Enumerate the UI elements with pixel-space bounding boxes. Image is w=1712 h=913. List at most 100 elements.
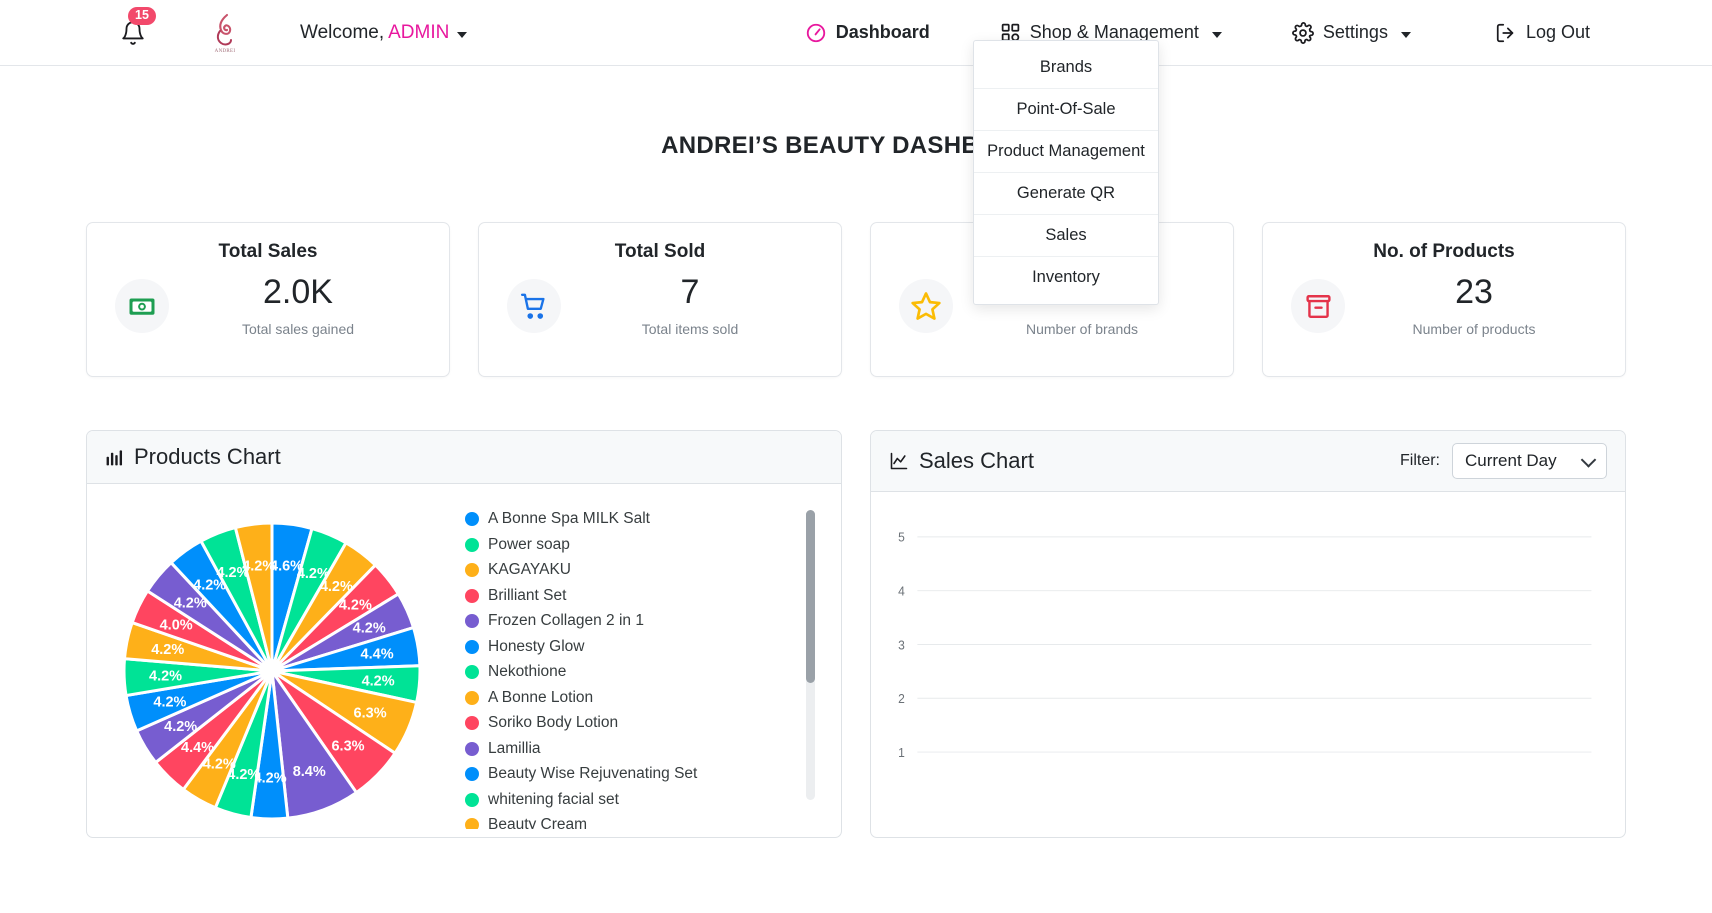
welcome-user-menu[interactable]: Welcome, ADMIN [300, 21, 468, 44]
line-chart-icon [889, 451, 909, 471]
pie-chart-svg: 4.6%4.2%4.2%4.2%4.2%4.4%4.2%6.3%6.3%8.4%… [122, 521, 422, 821]
sales-chart-body: 5 4 3 2 1 [871, 492, 1625, 837]
pie-slice[interactable] [233, 521, 274, 672]
pie-slice-label: 4.2% [149, 668, 182, 684]
money-bill-icon [115, 279, 169, 333]
legend-color-dot [465, 512, 479, 526]
legend-item-label: A Bonne Spa MILK Salt [488, 510, 650, 527]
pie-legend-item[interactable]: KAGAYAKU [465, 561, 841, 579]
charts-row: Products Chart 4.6% 4.2% 4.2% 4.2% 4.2% 4.4% 4… [86, 430, 1626, 838]
products-chart-title: Products Chart [134, 444, 281, 469]
navbar-left-group: 15 ANDREI Welcome, ADMIN [28, 6, 468, 56]
legend-color-dot [465, 690, 479, 705]
dropdown-item-sales[interactable]: Sales [974, 214, 1158, 256]
stat-card-title: Total Sold [614, 241, 706, 262]
legend-item-label: Lamillia [488, 739, 541, 757]
pie-slice-label: 4.2% [254, 771, 287, 787]
nav-item-settings[interactable]: Settings [1278, 14, 1425, 52]
pie-legend-item[interactable]: Beauty Wise Rejuvenating Set [465, 765, 841, 783]
nav-item-shop-management[interactable]: Shop & Management [986, 14, 1236, 51]
dropdown-item-point-of-sale[interactable]: Point-Of-Sale [974, 88, 1158, 130]
chevron-down-icon [1211, 31, 1222, 38]
pie-legend-list: A Bonne Spa MILK Salt Power soap KAGAYAKU B… [465, 510, 841, 829]
legend-item-label: Brilliant Set [488, 586, 567, 604]
logout-arrow-icon [1495, 22, 1517, 44]
stat-card-title: No. of Products [1373, 241, 1515, 262]
line-chart-svg: 5 4 3 2 1 [898, 530, 1592, 760]
page-title: ANDREI’S BEAUTY DASHBOARD [661, 132, 1051, 159]
nav-item-dashboard-label: Dashboard [835, 22, 930, 42]
pie-legend-item[interactable]: whitening facial set [465, 791, 841, 809]
legend-color-dot [465, 792, 479, 807]
stat-card-subtitle: Total sales gained [241, 321, 355, 337]
username-label: ADMIN [388, 21, 450, 43]
nav-item-logout[interactable]: Log Out [1481, 14, 1604, 52]
legend-item-label: Beauty Cream [488, 816, 588, 829]
stat-card-value: 23 [1455, 273, 1493, 311]
sales-chart-filter-group: Filter: Current Day [1400, 443, 1607, 479]
pie-legend-item[interactable]: Honesty Glow [465, 638, 841, 656]
dropdown-item-brands[interactable]: Brands [1039, 58, 1093, 76]
star-icon [899, 279, 953, 333]
dropdown-item-generate-qr[interactable]: Generate QR [974, 172, 1158, 214]
legend-color-dot [465, 665, 479, 679]
legend-item-label: whitening facial set [488, 790, 619, 808]
pie-slice-label: 4.2% [174, 596, 207, 612]
pie-legend-item[interactable]: A Bonne Lotion [465, 689, 841, 707]
dropdown-item-product-management[interactable]: Product Management [974, 130, 1158, 172]
pie-legend-item[interactable]: Beauty Cream [465, 816, 841, 829]
pie-slice-label: 4.2% [153, 695, 186, 711]
navbar-right-group: Dashboard Shop & Management S [791, 14, 1684, 52]
brand-logo[interactable]: ANDREI [202, 10, 248, 56]
y-axis-tick-label: 2 [898, 692, 905, 707]
pie-slice-label: 4.2% [227, 767, 260, 783]
legend-scrollbar[interactable] [806, 510, 815, 800]
welcome-label: Welcome, [300, 21, 385, 43]
filter-label: Filter: [1400, 452, 1440, 469]
pie-legend-item[interactable]: A Bonne Spa MILK Salt [465, 510, 841, 528]
stat-card-no-of-products: No. of Products 23 Number of products [1262, 222, 1626, 377]
legend-item-label: Honesty Glow [488, 637, 585, 655]
nav-item-dashboard[interactable]: Dashboard [791, 14, 944, 52]
archive-box-icon [1291, 279, 1345, 333]
pie-slice-label: 4.4% [181, 740, 214, 756]
stat-card-value: 7 [680, 273, 700, 311]
filter-select[interactable]: Current Day [1452, 443, 1607, 479]
chevron-down-icon [457, 31, 468, 38]
pie-chart[interactable]: 4.6% 4.2% 4.2% 4.2% 4.2% 4.4% 4.2% 6.3% 6.3% 8.4%… [87, 484, 457, 829]
legend-color-dot [465, 537, 479, 552]
products-chart-title-group: Products Chart [105, 444, 281, 470]
legend-color-dot [465, 588, 479, 603]
products-chart-panel: Products Chart 4.6% 4.2% 4.2% 4.2% 4.2% 4.4% 4… [86, 430, 842, 838]
notification-badge: 15 [128, 6, 156, 26]
pie-legend-item[interactable]: Frozen Collagen 2 in 1 [465, 612, 841, 630]
pie-slice-label: 4.2% [216, 565, 249, 581]
y-axis-tick-label: 1 [898, 745, 905, 760]
pie-legend-item[interactable]: Brilliant Set [465, 587, 841, 605]
sales-chart-title: Sales Chart [919, 448, 1034, 473]
pie-legend-item[interactable]: Soriko Body Lotion [465, 714, 841, 732]
legend-item-label: Frozen Collagen 2 in 1 [488, 612, 644, 629]
y-axis-tick-label: 3 [898, 638, 905, 653]
dropdown-item-inventory[interactable]: Inventory [974, 256, 1158, 298]
pie-slice-label: 4.2% [353, 620, 386, 636]
stat-card-subtitle: Number of brands [1025, 321, 1139, 337]
legend-color-dot [465, 716, 479, 730]
legend-color-dot [465, 639, 479, 654]
stat-card-total-sold: Total Sold 7 Total items sold [478, 222, 842, 377]
pie-legend-item[interactable]: Lamillia [465, 740, 841, 758]
pie-legend-item[interactable]: Nekothione [465, 663, 841, 681]
legend-item-label: KAGAYAKU [488, 561, 571, 578]
legend-item-label: A Bonne Lotion [488, 688, 594, 706]
svg-text:ANDREI: ANDREI [215, 49, 236, 54]
pie-legend-item[interactable]: Power soap [465, 536, 841, 554]
notifications-button[interactable]: 15 [110, 6, 156, 55]
stat-card-subtitle: Number of products [1412, 321, 1536, 337]
pie-slice-label: 4.2% [320, 579, 353, 595]
line-chart[interactable]: 5 4 3 2 1 [871, 492, 1625, 837]
legend-scrollbar-thumb[interactable] [806, 510, 815, 683]
sales-chart-header: Sales Chart Filter: Current Day [871, 431, 1625, 492]
pie-slice-label: 4.6% [270, 558, 303, 574]
legend-item-label: Beauty Wise Rejuvenating Set [488, 765, 698, 782]
nav-item-shop-management-label: Shop & Management [1029, 22, 1199, 42]
